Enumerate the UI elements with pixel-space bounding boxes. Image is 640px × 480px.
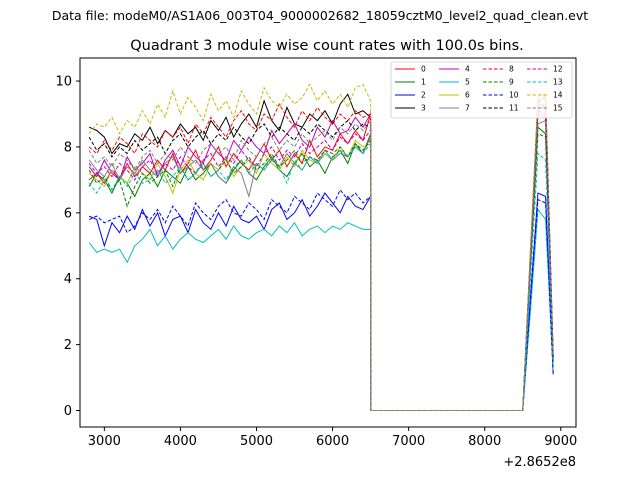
y-tick-label: 0 <box>64 404 72 419</box>
series-lines <box>88 83 554 412</box>
series-line-11 <box>88 109 554 412</box>
series-line-10 <box>88 188 554 412</box>
series-line-8 <box>88 93 554 412</box>
y-axis-ticks: 0 2 4 6 8 10 <box>55 75 80 419</box>
series-line-15 <box>88 103 554 412</box>
y-tick-label: 2 <box>64 338 72 353</box>
x-tick-label: 9000 <box>544 434 577 449</box>
x-tick-label: 7000 <box>392 434 425 449</box>
x-tick-label: 4000 <box>164 434 197 449</box>
x-tick-label: 3000 <box>88 434 121 449</box>
legend-label-5: 5 <box>465 78 470 87</box>
legend-label-12: 12 <box>553 65 563 74</box>
series-line-9 <box>88 133 554 412</box>
legend-label-8: 8 <box>509 65 514 74</box>
legend-label-7: 7 <box>465 104 470 113</box>
y-tick-label: 10 <box>55 75 72 90</box>
legend-label-14: 14 <box>553 91 563 100</box>
plot-frame <box>79 57 577 428</box>
legend-box <box>390 61 573 119</box>
x-axis-ticks: 3000 4000 5000 6000 7000 8000 9000 <box>88 427 577 449</box>
y-tick-label: 8 <box>64 140 72 155</box>
chart-suptitle: Data file: modeM0/AS1A06_003T04_90000026… <box>52 8 588 23</box>
legend-label-6: 6 <box>465 91 470 100</box>
series-line-5 <box>88 208 554 412</box>
legend-label-15: 15 <box>553 104 563 113</box>
legend-label-3: 3 <box>421 104 426 113</box>
series-line-2 <box>88 192 554 412</box>
series-line-13 <box>88 142 554 412</box>
legend-label-4: 4 <box>465 65 470 74</box>
legend-label-1: 1 <box>421 78 426 87</box>
series-line-12 <box>88 99 554 412</box>
series-line-14 <box>88 83 554 412</box>
legend-label-13: 13 <box>553 78 563 87</box>
legend-label-0: 0 <box>421 65 426 74</box>
x-axis-offset-label: +2.8652e8 <box>503 455 576 470</box>
x-tick-label: 6000 <box>316 434 349 449</box>
legend-label-10: 10 <box>509 91 519 100</box>
chart-title: Quadrant 3 module wise count rates with … <box>130 38 524 54</box>
legend-label-9: 9 <box>509 78 514 87</box>
legend-label-11: 11 <box>509 104 519 113</box>
legend-label-2: 2 <box>421 91 426 100</box>
x-tick-label: 8000 <box>468 434 501 449</box>
plot-area <box>80 58 576 427</box>
x-tick-label: 5000 <box>240 434 273 449</box>
series-line-3 <box>88 93 554 412</box>
y-tick-label: 6 <box>64 206 72 221</box>
series-line-7 <box>88 119 554 412</box>
y-tick-label: 4 <box>64 272 72 287</box>
